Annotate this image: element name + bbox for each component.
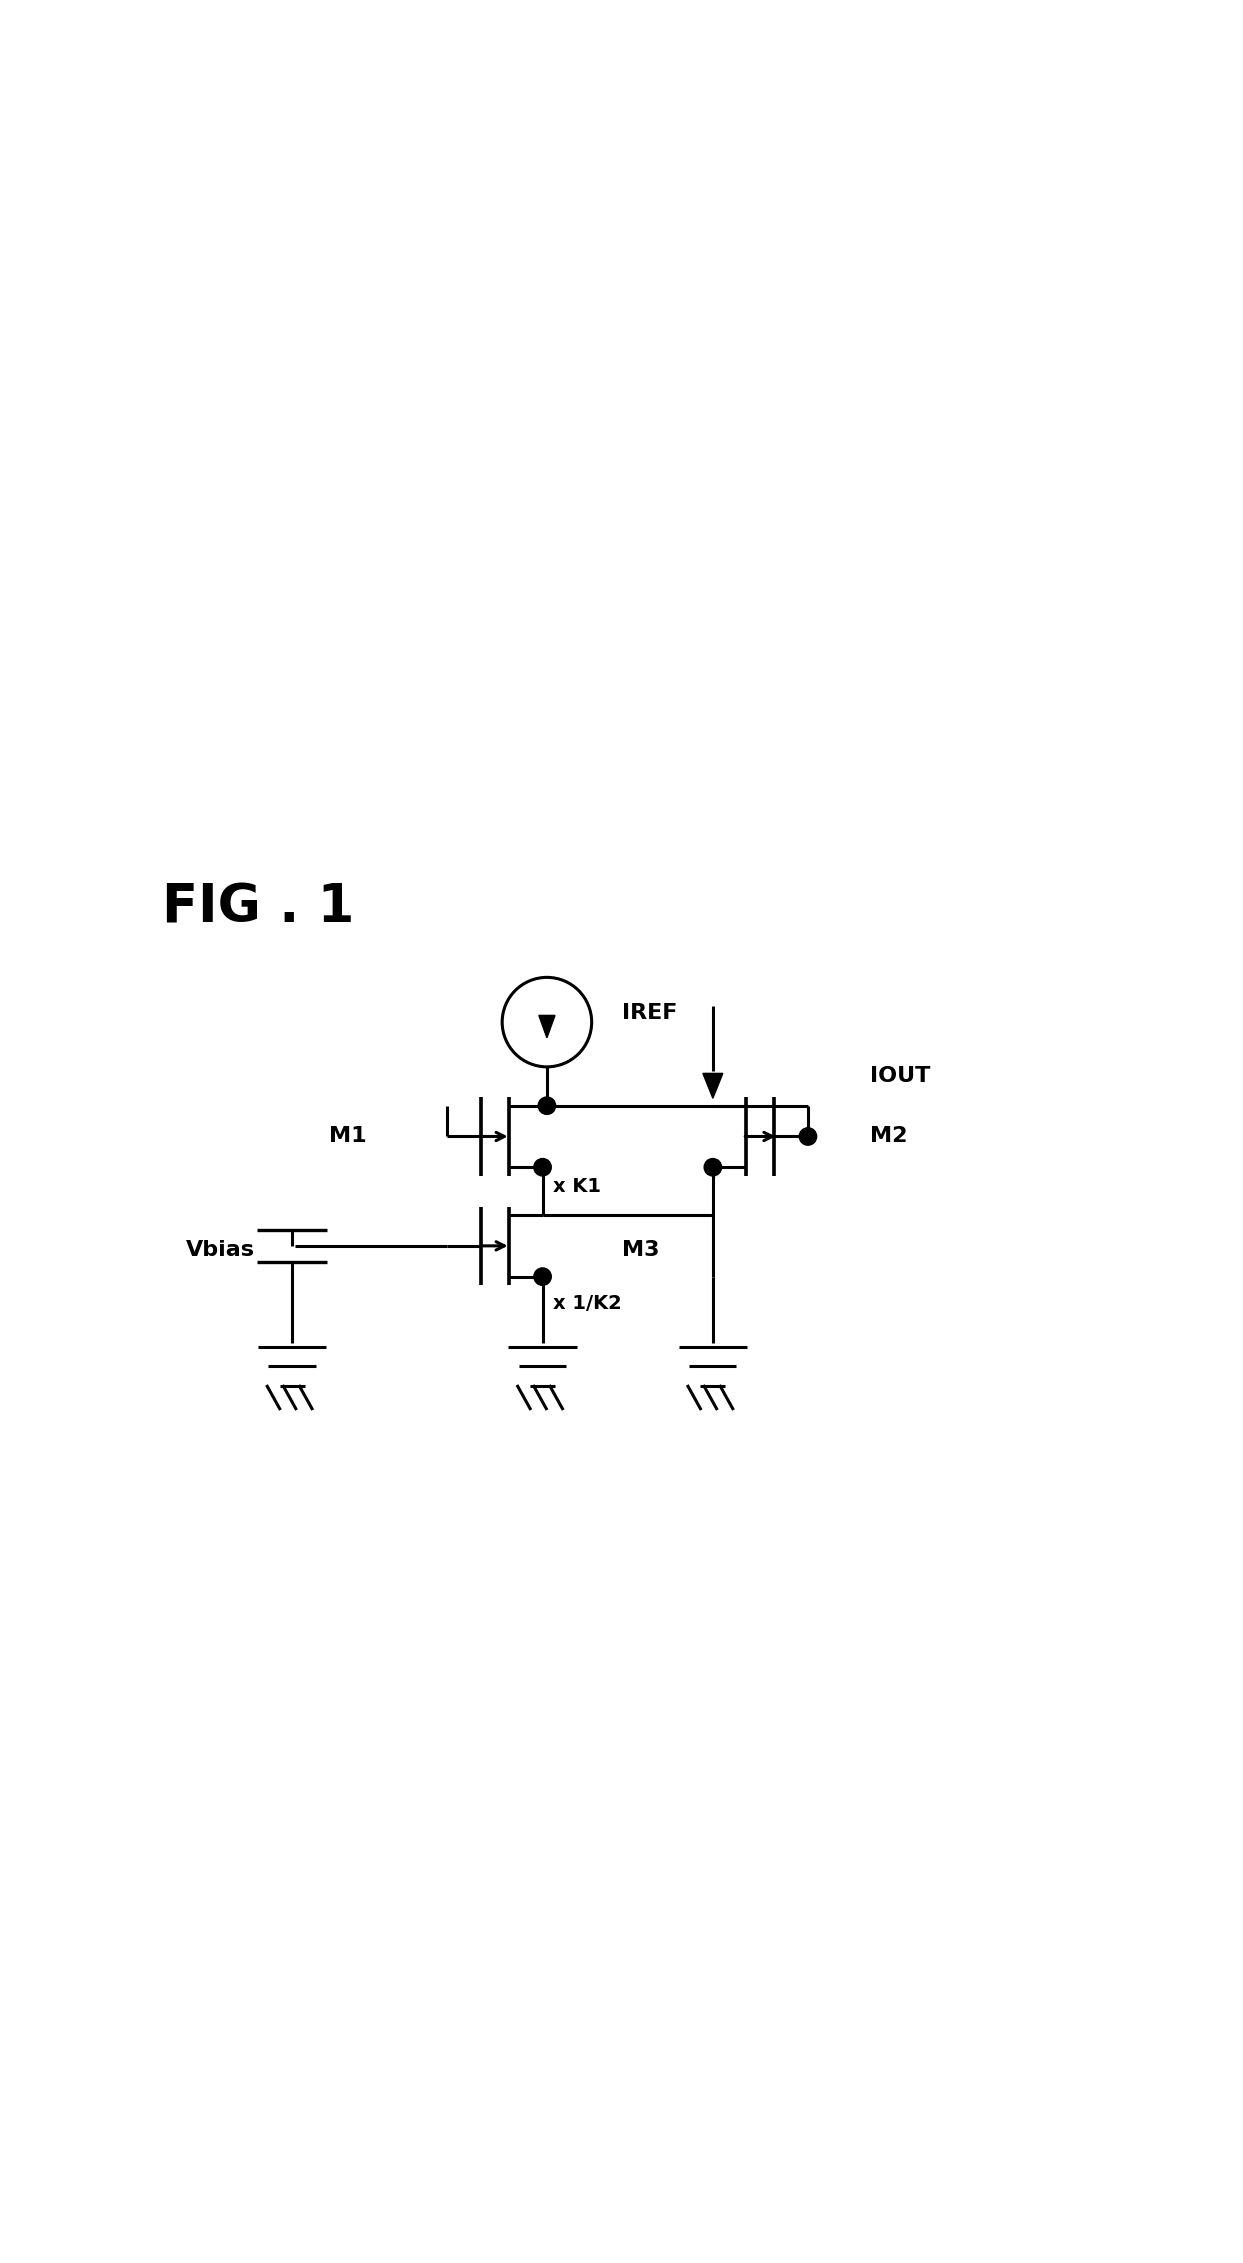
Text: M1: M1 [329, 1127, 367, 1147]
Circle shape [533, 1267, 552, 1285]
Polygon shape [539, 1016, 554, 1039]
Text: x 1/K2: x 1/K2 [553, 1294, 622, 1313]
Circle shape [704, 1159, 721, 1177]
Text: IOUT: IOUT [870, 1066, 931, 1086]
Circle shape [799, 1127, 817, 1145]
Circle shape [533, 1159, 552, 1177]
Text: IREF: IREF [622, 1003, 677, 1023]
Text: x K1: x K1 [553, 1177, 602, 1195]
Circle shape [538, 1098, 556, 1113]
Text: M3: M3 [622, 1240, 659, 1260]
Text: FIG . 1: FIG . 1 [162, 883, 354, 935]
Polygon shape [704, 1073, 723, 1098]
Text: Vbias: Vbias [185, 1240, 255, 1260]
Text: M2: M2 [870, 1127, 907, 1147]
